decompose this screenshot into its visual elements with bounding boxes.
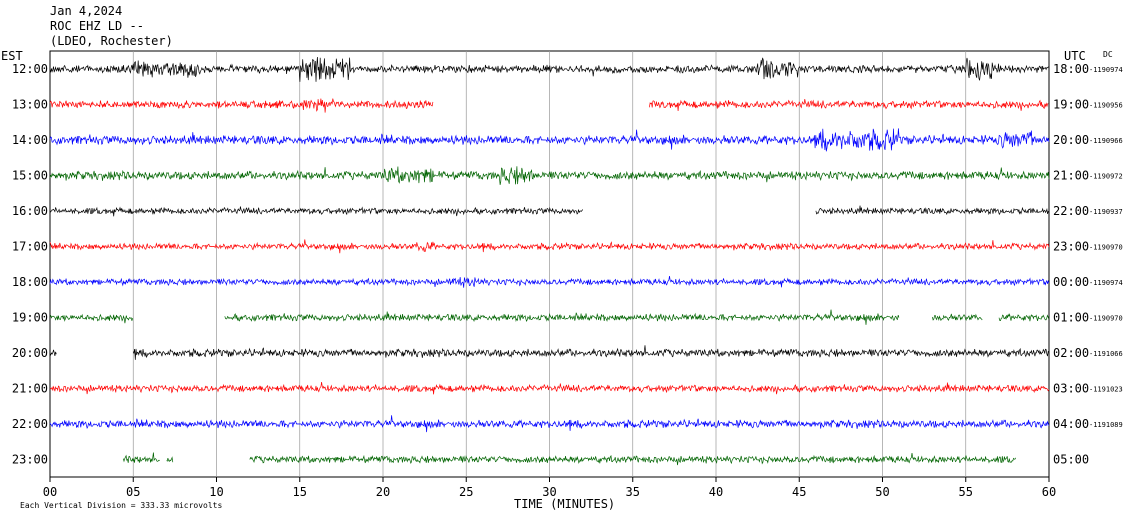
utc-hour-label: 02:00 <box>1053 346 1089 360</box>
trace-segment <box>49 415 1050 433</box>
trace-segment <box>249 452 1016 466</box>
est-hour-label: 18:00 <box>12 275 48 289</box>
est-hour-label: 12:00 <box>12 62 48 76</box>
dc-offset-label: -1190937 <box>1089 208 1123 216</box>
utc-hour-label: 18:00 <box>1053 62 1089 76</box>
x-tick-label: 60 <box>1042 485 1056 499</box>
est-hour-label: 19:00 <box>12 311 48 325</box>
dc-offset-label: -1190956 <box>1089 102 1123 110</box>
dc-offset-label: -1190972 <box>1089 173 1123 181</box>
trace-segment <box>815 205 1049 216</box>
est-axis-label: EST <box>1 49 23 63</box>
utc-hour-label: 00:00 <box>1053 275 1089 289</box>
est-hour-label: 21:00 <box>12 382 48 396</box>
dc-offset-label: -1191023 <box>1089 386 1123 394</box>
utc-hour-label: 20:00 <box>1053 133 1089 147</box>
trace-segment <box>49 56 1049 82</box>
est-hour-label: 17:00 <box>12 240 48 254</box>
dc-offset-label: -1190974 <box>1089 66 1123 74</box>
utc-hour-label: 19:00 <box>1053 98 1089 112</box>
dc-offset-label: -1191066 <box>1089 350 1123 358</box>
trace-segment <box>224 309 900 325</box>
trace-segment <box>166 456 174 463</box>
est-hour-label: 16:00 <box>12 204 48 218</box>
x-ticks: 00 05 10 15 20 25 30 35 40 45 50 55 60 <box>43 477 1056 499</box>
trace-segment <box>49 239 1050 254</box>
trace-segment <box>122 452 160 463</box>
dc-offset-label: -1190970 <box>1089 315 1123 323</box>
est-hour-label: 13:00 <box>12 98 48 112</box>
trace-segment <box>49 381 1050 395</box>
date-label: Jan 4,2024 <box>50 4 122 18</box>
est-hour-label: 22:00 <box>12 417 48 431</box>
trace-segment <box>49 98 434 113</box>
x-tick-label: 10 <box>209 485 223 499</box>
est-hour-label: 23:00 <box>12 453 48 467</box>
dc-label: DC <box>1103 50 1113 59</box>
station-label: ROC EHZ LD -- <box>50 19 144 33</box>
utc-hour-label: 03:00 <box>1053 382 1089 396</box>
trace-segment <box>49 206 583 217</box>
x-tick-label: 50 <box>875 485 889 499</box>
x-tick-label: 05 <box>126 485 140 499</box>
footer-note: Each Vertical Division = 333.33 microvol… <box>20 501 222 510</box>
x-tick-label: 45 <box>792 485 806 499</box>
trace-segment <box>49 166 1050 185</box>
utc-hour-label: 01:00 <box>1053 311 1089 325</box>
est-hour-label: 14:00 <box>12 133 48 147</box>
network-label: (LDEO, Rochester) <box>50 34 173 48</box>
utc-hour-label: 05:00 <box>1053 453 1089 467</box>
grid <box>49 50 1050 478</box>
x-tick-label: 00 <box>43 485 57 499</box>
trace-segment <box>932 313 983 322</box>
utc-hour-label: 23:00 <box>1053 240 1089 254</box>
x-tick-label: 20 <box>376 485 390 499</box>
trace-segment <box>998 313 1050 322</box>
trace-segment <box>49 349 57 356</box>
dc-offset-label: -1190966 <box>1089 137 1123 145</box>
dc-offset-label: -1190974 <box>1089 279 1123 287</box>
utc-hour-label: 21:00 <box>1053 169 1089 183</box>
trace-segment <box>49 313 133 324</box>
dc-offset-label: -1190970 <box>1089 244 1123 252</box>
x-tick-label: 25 <box>459 485 473 499</box>
x-tick-label: 30 <box>542 485 556 499</box>
dc-offset-label: -1191089 <box>1089 421 1123 429</box>
trace-segment <box>132 345 1050 360</box>
x-tick-label: 15 <box>293 485 307 499</box>
trace-segment <box>649 98 1049 112</box>
trace-segment <box>49 128 1050 152</box>
utc-hour-label: 22:00 <box>1053 204 1089 218</box>
traces <box>49 56 1050 466</box>
x-tick-label: 35 <box>626 485 640 499</box>
est-hour-label: 15:00 <box>12 169 48 183</box>
x-tick-label: 40 <box>709 485 723 499</box>
x-axis-title: TIME (MINUTES) <box>514 497 615 511</box>
trace-segment <box>49 276 1050 288</box>
x-tick-label: 55 <box>959 485 973 499</box>
utc-axis-label: UTC <box>1064 49 1086 63</box>
utc-hour-label: 04:00 <box>1053 417 1089 431</box>
est-hour-label: 20:00 <box>12 346 48 360</box>
